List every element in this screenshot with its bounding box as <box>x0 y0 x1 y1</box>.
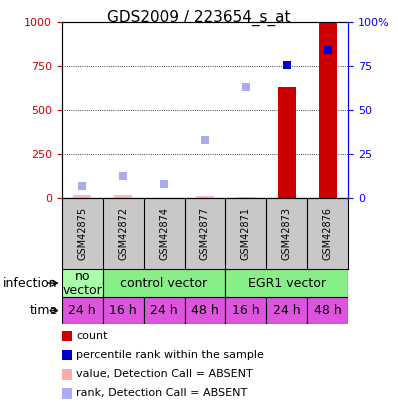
Bar <box>237 197 255 198</box>
Text: EGR1 vector: EGR1 vector <box>248 277 326 290</box>
Text: 48 h: 48 h <box>191 304 219 317</box>
Text: GDS2009 / 223654_s_at: GDS2009 / 223654_s_at <box>107 10 291 26</box>
Text: GSM42876: GSM42876 <box>323 207 333 260</box>
Text: GSM42872: GSM42872 <box>118 207 128 260</box>
Text: count: count <box>76 331 108 341</box>
Bar <box>62 388 72 399</box>
Point <box>284 61 290 68</box>
Text: 16 h: 16 h <box>232 304 260 317</box>
Bar <box>318 22 337 198</box>
Text: 24 h: 24 h <box>273 304 300 317</box>
Text: rank, Detection Call = ABSENT: rank, Detection Call = ABSENT <box>76 388 248 399</box>
Bar <box>144 297 185 324</box>
Text: no
vector: no vector <box>62 270 102 296</box>
Text: GSM42875: GSM42875 <box>77 207 87 260</box>
Text: GSM42877: GSM42877 <box>200 207 210 260</box>
Text: GSM42874: GSM42874 <box>159 207 169 260</box>
Bar <box>225 297 266 324</box>
Bar <box>62 350 72 360</box>
Bar <box>62 297 103 324</box>
Text: GSM42871: GSM42871 <box>241 207 251 260</box>
Text: value, Detection Call = ABSENT: value, Detection Call = ABSENT <box>76 369 253 379</box>
Bar <box>278 87 296 198</box>
Bar <box>114 195 132 198</box>
Bar <box>62 331 72 341</box>
Point <box>325 47 331 54</box>
Text: infection: infection <box>3 277 58 290</box>
Bar <box>266 297 307 324</box>
Text: 16 h: 16 h <box>109 304 137 317</box>
Bar <box>62 369 72 379</box>
Text: time: time <box>29 304 58 317</box>
Bar <box>225 269 348 297</box>
Text: 48 h: 48 h <box>314 304 341 317</box>
Point <box>79 183 85 190</box>
Bar <box>196 196 214 198</box>
Text: 24 h: 24 h <box>68 304 96 317</box>
Text: control vector: control vector <box>121 277 208 290</box>
Bar <box>73 195 92 198</box>
Point <box>243 84 249 91</box>
Text: 24 h: 24 h <box>150 304 178 317</box>
Text: percentile rank within the sample: percentile rank within the sample <box>76 350 264 360</box>
Bar <box>185 297 225 324</box>
Bar <box>103 269 225 297</box>
Bar <box>103 297 144 324</box>
Bar <box>307 297 348 324</box>
Point <box>120 172 126 179</box>
Point <box>202 137 208 143</box>
Point <box>161 181 167 188</box>
Bar <box>62 269 103 297</box>
Text: GSM42873: GSM42873 <box>282 207 292 260</box>
